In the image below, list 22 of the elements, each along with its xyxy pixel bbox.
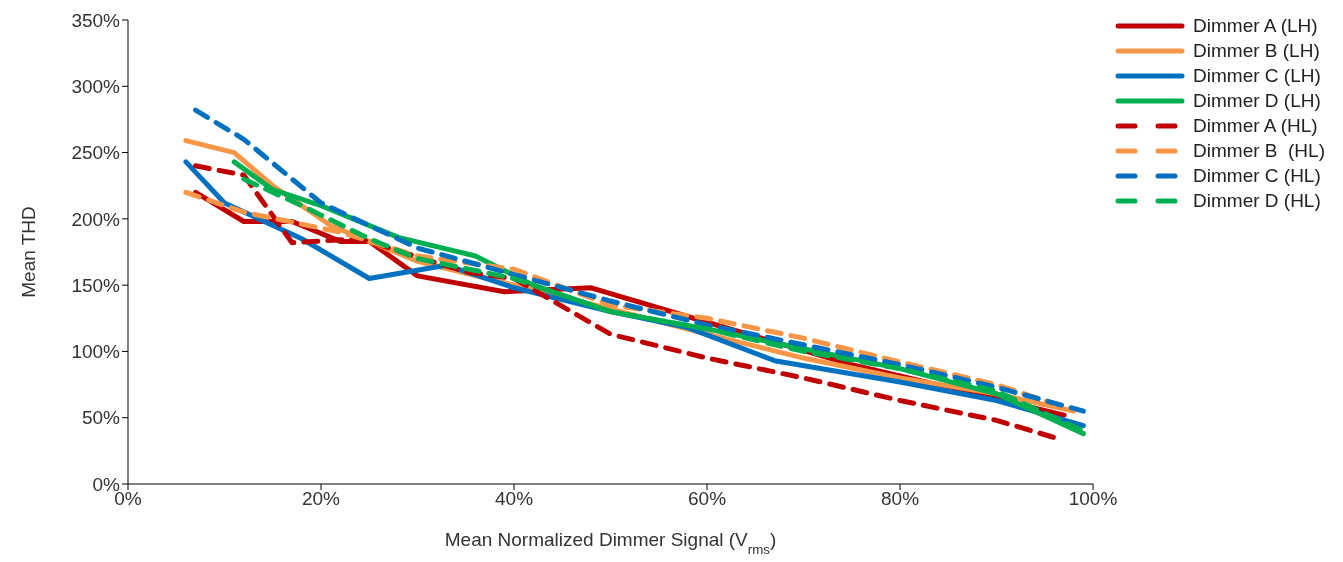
- y-axis-title: Mean THD: [17, 206, 39, 298]
- y-tick-label: 350%: [71, 9, 121, 31]
- x-tick-label: 100%: [1068, 488, 1118, 510]
- y-tick-label: 150%: [71, 274, 121, 296]
- x-tick-label: 20%: [301, 488, 341, 510]
- x-tick-label: 40%: [495, 488, 534, 510]
- x-tick-label: 60%: [688, 488, 727, 510]
- y-tick-label: 100%: [71, 341, 121, 363]
- y-tick-label: 200%: [71, 208, 121, 230]
- legend-label: Dimmer B (HL): [1193, 139, 1325, 162]
- y-tick-label: 50%: [81, 407, 121, 429]
- legend-label: Dimmer C (HL): [1193, 164, 1321, 187]
- legend-label: Dimmer A (HL): [1193, 114, 1318, 137]
- legend-label: Dimmer B (LH): [1193, 39, 1320, 62]
- x-axis-title: Mean Normalized Dimmer Signal (V$_{rms}$): [444, 529, 777, 557]
- legend-label: Dimmer C (LH): [1193, 64, 1321, 87]
- legend-label: Dimmer A (LH): [1193, 14, 1318, 37]
- x-tick-label: 80%: [881, 488, 920, 510]
- legend-label: Dimmer D (LH): [1193, 89, 1321, 112]
- y-tick-label: 300%: [71, 76, 121, 98]
- legend-label: Dimmer D (HL): [1193, 189, 1321, 212]
- y-tick-label: 250%: [71, 142, 121, 164]
